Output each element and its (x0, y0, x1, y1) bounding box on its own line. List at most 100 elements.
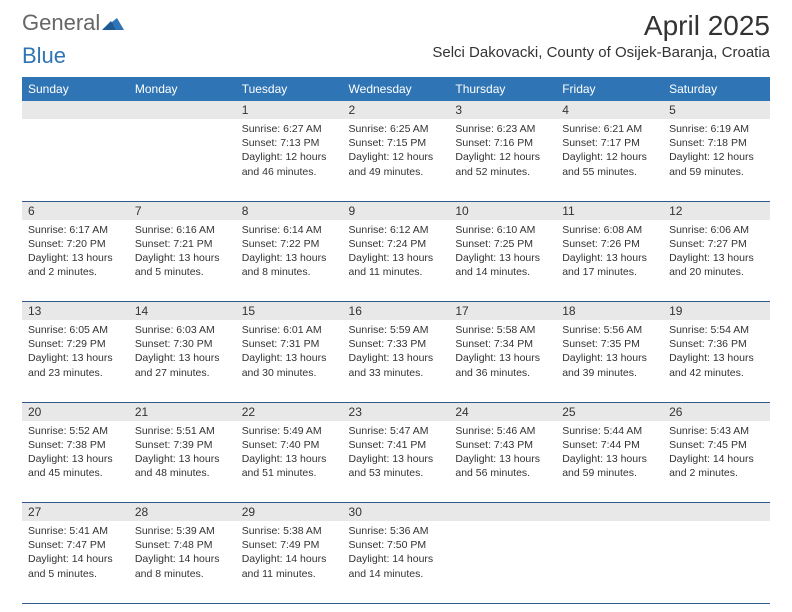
day-content: Sunrise: 5:56 AMSunset: 7:35 PMDaylight:… (556, 320, 663, 384)
daylight-line: Daylight: 13 hours and 39 minutes. (562, 351, 657, 379)
sunrise-line: Sunrise: 5:49 AM (242, 424, 337, 438)
logo: General (22, 10, 126, 36)
day-cell: Sunrise: 5:54 AMSunset: 7:36 PMDaylight:… (663, 320, 770, 402)
weekday-header: Sunday (22, 77, 129, 101)
daylight-line: Daylight: 12 hours and 55 minutes. (562, 150, 657, 178)
day-number: 15 (236, 302, 343, 320)
sunrise-line: Sunrise: 6:03 AM (135, 323, 230, 337)
day-cell (663, 521, 770, 603)
sunset-line: Sunset: 7:16 PM (455, 136, 550, 150)
daynum-cell: 16 (343, 302, 450, 321)
day-number: 24 (449, 403, 556, 421)
sunrise-line: Sunrise: 5:41 AM (28, 524, 123, 538)
daylight-line: Daylight: 13 hours and 33 minutes. (349, 351, 444, 379)
logo-text-2: Blue (22, 43, 66, 68)
day-cell: Sunrise: 5:51 AMSunset: 7:39 PMDaylight:… (129, 421, 236, 503)
daylight-line: Daylight: 14 hours and 8 minutes. (135, 552, 230, 580)
day-cell (129, 119, 236, 201)
daylight-line: Daylight: 12 hours and 52 minutes. (455, 150, 550, 178)
daynum-cell: 22 (236, 402, 343, 421)
sunrise-line: Sunrise: 6:17 AM (28, 223, 123, 237)
day-content: Sunrise: 6:01 AMSunset: 7:31 PMDaylight:… (236, 320, 343, 384)
sunrise-line: Sunrise: 6:19 AM (669, 122, 764, 136)
day-number: 3 (449, 101, 556, 119)
sunrise-line: Sunrise: 5:39 AM (135, 524, 230, 538)
sunrise-line: Sunrise: 6:08 AM (562, 223, 657, 237)
day-cell: Sunrise: 5:59 AMSunset: 7:33 PMDaylight:… (343, 320, 450, 402)
sunset-line: Sunset: 7:17 PM (562, 136, 657, 150)
day-cell: Sunrise: 6:19 AMSunset: 7:18 PMDaylight:… (663, 119, 770, 201)
daylight-line: Daylight: 13 hours and 5 minutes. (135, 251, 230, 279)
day-content: Sunrise: 6:06 AMSunset: 7:27 PMDaylight:… (663, 220, 770, 284)
daylight-line: Daylight: 13 hours and 23 minutes. (28, 351, 123, 379)
sunset-line: Sunset: 7:50 PM (349, 538, 444, 552)
sunset-line: Sunset: 7:38 PM (28, 438, 123, 452)
day-number: 11 (556, 202, 663, 220)
daylight-line: Daylight: 14 hours and 11 minutes. (242, 552, 337, 580)
sunset-line: Sunset: 7:31 PM (242, 337, 337, 351)
day-content: Sunrise: 5:59 AMSunset: 7:33 PMDaylight:… (343, 320, 450, 384)
day-content: Sunrise: 6:25 AMSunset: 7:15 PMDaylight:… (343, 119, 450, 183)
weekday-header: Friday (556, 77, 663, 101)
sunset-line: Sunset: 7:39 PM (135, 438, 230, 452)
daynum-row: 6789101112 (22, 201, 770, 220)
sunset-line: Sunset: 7:22 PM (242, 237, 337, 251)
daynum-row: 27282930 (22, 503, 770, 522)
daynum-cell (22, 101, 129, 119)
location-subtitle: Selci Dakovacki, County of Osijek-Baranj… (432, 44, 770, 61)
day-number: 27 (22, 503, 129, 521)
daylight-line: Daylight: 14 hours and 2 minutes. (669, 452, 764, 480)
day-content: Sunrise: 6:10 AMSunset: 7:25 PMDaylight:… (449, 220, 556, 284)
daynum-cell: 2 (343, 101, 450, 119)
daynum-cell: 24 (449, 402, 556, 421)
daylight-line: Daylight: 12 hours and 49 minutes. (349, 150, 444, 178)
weekday-header-row: SundayMondayTuesdayWednesdayThursdayFrid… (22, 77, 770, 101)
sunset-line: Sunset: 7:13 PM (242, 136, 337, 150)
day-content: Sunrise: 6:27 AMSunset: 7:13 PMDaylight:… (236, 119, 343, 183)
day-number: 14 (129, 302, 236, 320)
sunset-line: Sunset: 7:44 PM (562, 438, 657, 452)
sunrise-line: Sunrise: 6:14 AM (242, 223, 337, 237)
day-content: Sunrise: 6:21 AMSunset: 7:17 PMDaylight:… (556, 119, 663, 183)
daynum-cell (449, 503, 556, 522)
daylight-line: Daylight: 13 hours and 36 minutes. (455, 351, 550, 379)
daynum-cell: 27 (22, 503, 129, 522)
daynum-cell: 1 (236, 101, 343, 119)
day-number: 18 (556, 302, 663, 320)
day-number: 26 (663, 403, 770, 421)
day-cell: Sunrise: 5:36 AMSunset: 7:50 PMDaylight:… (343, 521, 450, 603)
day-number: 23 (343, 403, 450, 421)
calendar-table: SundayMondayTuesdayWednesdayThursdayFrid… (22, 77, 770, 604)
day-content: Sunrise: 6:08 AMSunset: 7:26 PMDaylight:… (556, 220, 663, 284)
sunset-line: Sunset: 7:47 PM (28, 538, 123, 552)
sunset-line: Sunset: 7:43 PM (455, 438, 550, 452)
daynum-cell (129, 101, 236, 119)
sunrise-line: Sunrise: 6:10 AM (455, 223, 550, 237)
daynum-cell: 21 (129, 402, 236, 421)
sunrise-line: Sunrise: 5:52 AM (28, 424, 123, 438)
day-cell: Sunrise: 6:25 AMSunset: 7:15 PMDaylight:… (343, 119, 450, 201)
sunrise-line: Sunrise: 5:51 AM (135, 424, 230, 438)
daylight-line: Daylight: 13 hours and 20 minutes. (669, 251, 764, 279)
daynum-cell: 7 (129, 201, 236, 220)
calendar-body: 12345Sunrise: 6:27 AMSunset: 7:13 PMDayl… (22, 101, 770, 603)
sunset-line: Sunset: 7:41 PM (349, 438, 444, 452)
day-cell: Sunrise: 6:08 AMSunset: 7:26 PMDaylight:… (556, 220, 663, 302)
daynum-cell: 9 (343, 201, 450, 220)
day-content: Sunrise: 5:52 AMSunset: 7:38 PMDaylight:… (22, 421, 129, 485)
sunset-line: Sunset: 7:49 PM (242, 538, 337, 552)
day-cell: Sunrise: 6:05 AMSunset: 7:29 PMDaylight:… (22, 320, 129, 402)
sunrise-line: Sunrise: 5:38 AM (242, 524, 337, 538)
sunset-line: Sunset: 7:20 PM (28, 237, 123, 251)
logo-triangle-icon (102, 10, 124, 36)
daylight-line: Daylight: 13 hours and 30 minutes. (242, 351, 337, 379)
sunset-line: Sunset: 7:48 PM (135, 538, 230, 552)
daynum-cell (663, 503, 770, 522)
day-content: Sunrise: 5:58 AMSunset: 7:34 PMDaylight:… (449, 320, 556, 384)
daylight-line: Daylight: 13 hours and 56 minutes. (455, 452, 550, 480)
sunrise-line: Sunrise: 5:44 AM (562, 424, 657, 438)
sunset-line: Sunset: 7:40 PM (242, 438, 337, 452)
sunset-line: Sunset: 7:34 PM (455, 337, 550, 351)
day-cell: Sunrise: 6:23 AMSunset: 7:16 PMDaylight:… (449, 119, 556, 201)
day-content: Sunrise: 5:38 AMSunset: 7:49 PMDaylight:… (236, 521, 343, 585)
